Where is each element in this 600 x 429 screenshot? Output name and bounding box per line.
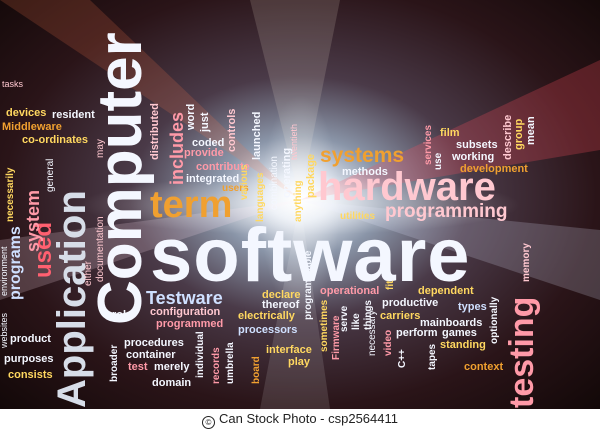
word-integrated: integrated <box>186 173 240 185</box>
word-users: users <box>222 183 249 194</box>
watermark-footer: © Can Stock Photo - csp2564411 <box>0 409 600 429</box>
word-middleware: Middleware <box>2 121 62 133</box>
word-cpp: C++ <box>397 349 408 368</box>
word-fit: fit <box>385 280 396 290</box>
word-controls: controls <box>226 108 238 152</box>
footer-text: Can Stock Photo - csp2564411 <box>219 411 398 426</box>
word-development: development <box>460 163 528 175</box>
word-individual: individual <box>195 331 206 378</box>
word-container: container <box>126 349 176 361</box>
word-games: games <box>442 327 477 339</box>
word-configuration: configuration <box>150 306 221 318</box>
word-testing: testing <box>503 296 541 408</box>
word-environment: environment <box>0 246 9 296</box>
word-coordinates: co-ordinates <box>22 134 89 146</box>
word-various: various <box>239 164 250 200</box>
word-mean: mean <box>525 116 537 145</box>
word-either: either <box>83 260 94 286</box>
word-declare: declare <box>262 289 301 301</box>
word-optionally: optionally <box>489 296 500 344</box>
word-system: system <box>23 189 43 252</box>
word-cloud-image: software Computer Application hardware t… <box>0 0 600 409</box>
word-general: general <box>45 158 56 192</box>
word-term: term <box>150 184 233 226</box>
word-carriers: carriers <box>380 310 421 322</box>
word-subsets: subsets <box>456 139 498 151</box>
word-coded: coded <box>192 137 225 149</box>
word-word: word <box>185 103 197 130</box>
word-launched: launched <box>251 111 263 160</box>
word-interface: interface <box>266 344 312 356</box>
word-necessarily: necessarily <box>5 167 16 223</box>
word-tapes: tapes <box>427 343 438 370</box>
word-package: package <box>305 153 317 198</box>
word-thereof: thereof <box>262 299 300 311</box>
word-contribute: contribute <box>196 161 250 173</box>
word-board: board <box>251 356 262 384</box>
word-records: records <box>211 347 222 384</box>
word-provide: provide <box>184 147 224 159</box>
word-programmable: programmable <box>303 250 314 320</box>
word-memory: memory <box>521 243 532 282</box>
word-video: video <box>383 329 394 356</box>
light-rays-background <box>0 0 600 315</box>
word-systems: systems <box>320 144 405 167</box>
word-standing: standing <box>440 339 486 351</box>
word-tasks: tasks <box>2 79 24 89</box>
copyright-logo: © <box>202 416 215 429</box>
word-product: product <box>10 333 51 345</box>
word-perform: perform <box>396 327 438 339</box>
word-group: group <box>513 118 525 150</box>
word-procedures: procedures <box>124 337 184 349</box>
word-electrically: electrically <box>238 310 295 322</box>
word-methods: methods <box>342 166 388 178</box>
word-programs: programs <box>7 226 24 300</box>
word-just: just <box>199 112 211 132</box>
word-test: test <box>128 361 148 373</box>
word-merely: merely <box>154 361 190 373</box>
word-necessary: necessary <box>367 310 378 356</box>
word-testware: Testware <box>146 288 223 308</box>
word-twentieth: twentieth <box>289 123 299 160</box>
word-programmed: programmed <box>156 318 224 330</box>
word-types: types <box>458 301 487 313</box>
word-like: like <box>351 313 362 330</box>
word-productive: productive <box>382 297 439 309</box>
word-application: Application <box>50 190 94 408</box>
word-consists: consists <box>8 369 53 381</box>
word-use: use <box>433 152 444 170</box>
word-languages: languages <box>255 172 266 222</box>
word-mainboards: mainboards <box>420 317 483 329</box>
word-broader: broader <box>109 344 120 382</box>
word-sometimes: sometimes <box>319 299 330 352</box>
word-processors: processors <box>238 324 298 336</box>
word-play: play <box>288 356 311 368</box>
word-role: role <box>112 309 133 321</box>
word-websites: websites <box>0 312 9 348</box>
word-film: film <box>440 127 460 139</box>
word-may: may <box>95 139 106 158</box>
word-programming: programming <box>385 201 508 222</box>
word-documentation-may: documentation <box>95 216 106 282</box>
word-utilities: utilities <box>340 211 376 222</box>
word-operational: operational <box>320 285 380 297</box>
word-serve: serve <box>339 305 350 332</box>
word-devices: devices <box>6 107 47 119</box>
word-dependent: dependent <box>418 285 474 297</box>
word-context: context <box>464 361 504 373</box>
word-domain: domain <box>152 377 192 389</box>
word-anything: anything <box>293 180 304 222</box>
word-hardware: hardware <box>318 165 496 209</box>
word-purposes: purposes <box>4 353 54 365</box>
word-combination: combination <box>269 156 280 210</box>
word-working: working <box>452 151 495 163</box>
word-resident: resident <box>52 109 95 121</box>
word-software: software <box>150 213 471 298</box>
word-distributed: distributed <box>149 103 161 160</box>
word-umbrella: umbrella <box>225 342 236 384</box>
footer-caption: © Can Stock Photo - csp2564411 <box>0 411 600 429</box>
